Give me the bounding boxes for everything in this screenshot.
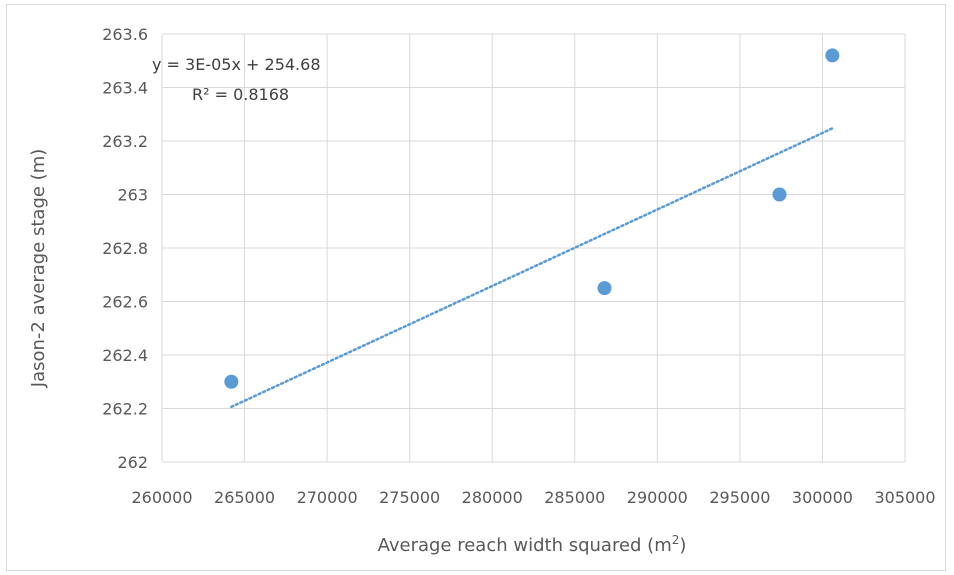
- y-tick-label: 263: [117, 186, 148, 205]
- y-tick-label: 262.2: [102, 400, 148, 419]
- x-tick-label: 300000: [792, 488, 853, 507]
- y-axis-title: Jason-2 average stage (m): [28, 149, 49, 388]
- x-tick-labels: 260000 265000 270000 275000 280000 285000 2900…: [131, 488, 935, 507]
- data-points: [224, 48, 840, 389]
- trendline-group: [230, 127, 834, 409]
- x-tick-label: 280000: [462, 488, 523, 507]
- data-point-2: [597, 281, 612, 296]
- x-tick-label: 290000: [627, 488, 688, 507]
- x-axis-title-text: Average reach width squared (m: [378, 535, 672, 556]
- x-tick-label: 270000: [297, 488, 358, 507]
- y-tick-label: 262.4: [102, 346, 148, 365]
- y-tick-label: 262.8: [102, 239, 148, 258]
- r-squared-label: R² = 0.8168: [192, 85, 289, 104]
- chart-frame: [6, 4, 946, 571]
- data-point-1: [224, 374, 239, 389]
- y-tick-label: 263.2: [102, 132, 148, 151]
- x-tick-label: 285000: [544, 488, 605, 507]
- data-point-3: [772, 187, 787, 202]
- data-point-4: [825, 48, 840, 63]
- y-tick-label: 262: [117, 453, 148, 472]
- x-axis-title: Average reach width squared (m2): [378, 533, 687, 556]
- trendline-equation: y = 3E-05x + 254.68: [152, 55, 321, 74]
- linear-trendline: [230, 127, 834, 409]
- y-tick-label: 263.4: [102, 79, 148, 98]
- x-tick-label: 305000: [874, 488, 935, 507]
- x-tick-label: 260000: [131, 488, 192, 507]
- x-tick-label: 265000: [214, 488, 275, 507]
- x-axis-title-superscript: 2: [672, 533, 680, 547]
- y-tick-label: 263.6: [102, 25, 148, 44]
- x-tick-label: 295000: [709, 488, 770, 507]
- y-tick-label: 262.6: [102, 293, 148, 312]
- y-tick-labels: 262 262.2 262.4 262.6 262.8 263 263.2 263.4 263.…: [102, 25, 148, 472]
- x-tick-label: 275000: [379, 488, 440, 507]
- x-axis-title-suffix: ): [679, 535, 686, 556]
